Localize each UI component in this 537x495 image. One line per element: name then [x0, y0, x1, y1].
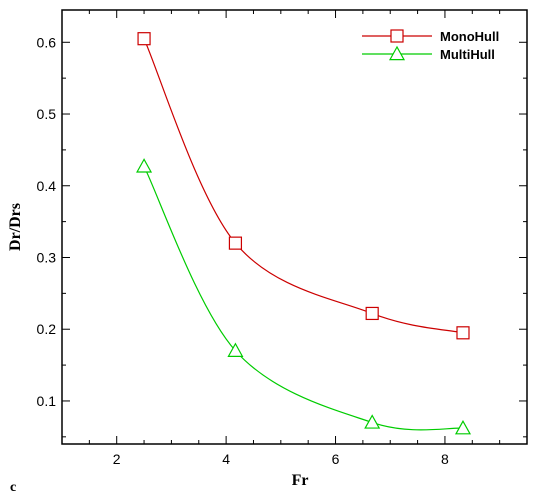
y-tick-label: 0.3 — [37, 249, 57, 265]
panel-label: c — [10, 480, 16, 495]
y-tick-label: 0.1 — [37, 393, 57, 409]
y-tick-label: 0.2 — [37, 321, 57, 337]
legend-label-multihull: MultiHull — [440, 47, 495, 62]
data-point-monohull — [137, 32, 151, 46]
ticks: 2 4 6 8 0.1 0.2 0.3 0.4 0.5 0.6 — [37, 10, 528, 467]
series-line-multihull — [143, 166, 464, 431]
x-tick-label: 8 — [441, 451, 449, 467]
legend-marker-multihull — [388, 45, 406, 61]
legend-label-monohull: MonoHull — [440, 29, 499, 44]
y-tick-label: 0.5 — [37, 106, 57, 122]
y-tick-label: 0.6 — [37, 34, 57, 50]
x-tick-label: 2 — [113, 451, 121, 467]
y-tick-label: 0.4 — [37, 178, 57, 194]
data-point-monohull — [228, 236, 243, 250]
data-point-multihull — [454, 419, 472, 435]
data-point-multihull — [136, 158, 153, 173]
x-axis-label: Fr — [292, 472, 309, 489]
data-point-multihull — [227, 342, 244, 357]
data-point-multihull — [364, 414, 381, 429]
legend-marker-monohull — [390, 29, 404, 43]
x-tick-label: 6 — [332, 451, 340, 467]
data-point-monohull — [456, 326, 470, 340]
series-line-monohull — [143, 38, 464, 334]
plot-frame — [61, 9, 528, 445]
legend: MonoHull MultiHull — [362, 29, 499, 62]
x-tick-label: 4 — [222, 451, 230, 467]
data-point-monohull — [365, 306, 379, 321]
series — [136, 32, 472, 435]
y-axis-label: Dr/Drs — [7, 203, 24, 251]
